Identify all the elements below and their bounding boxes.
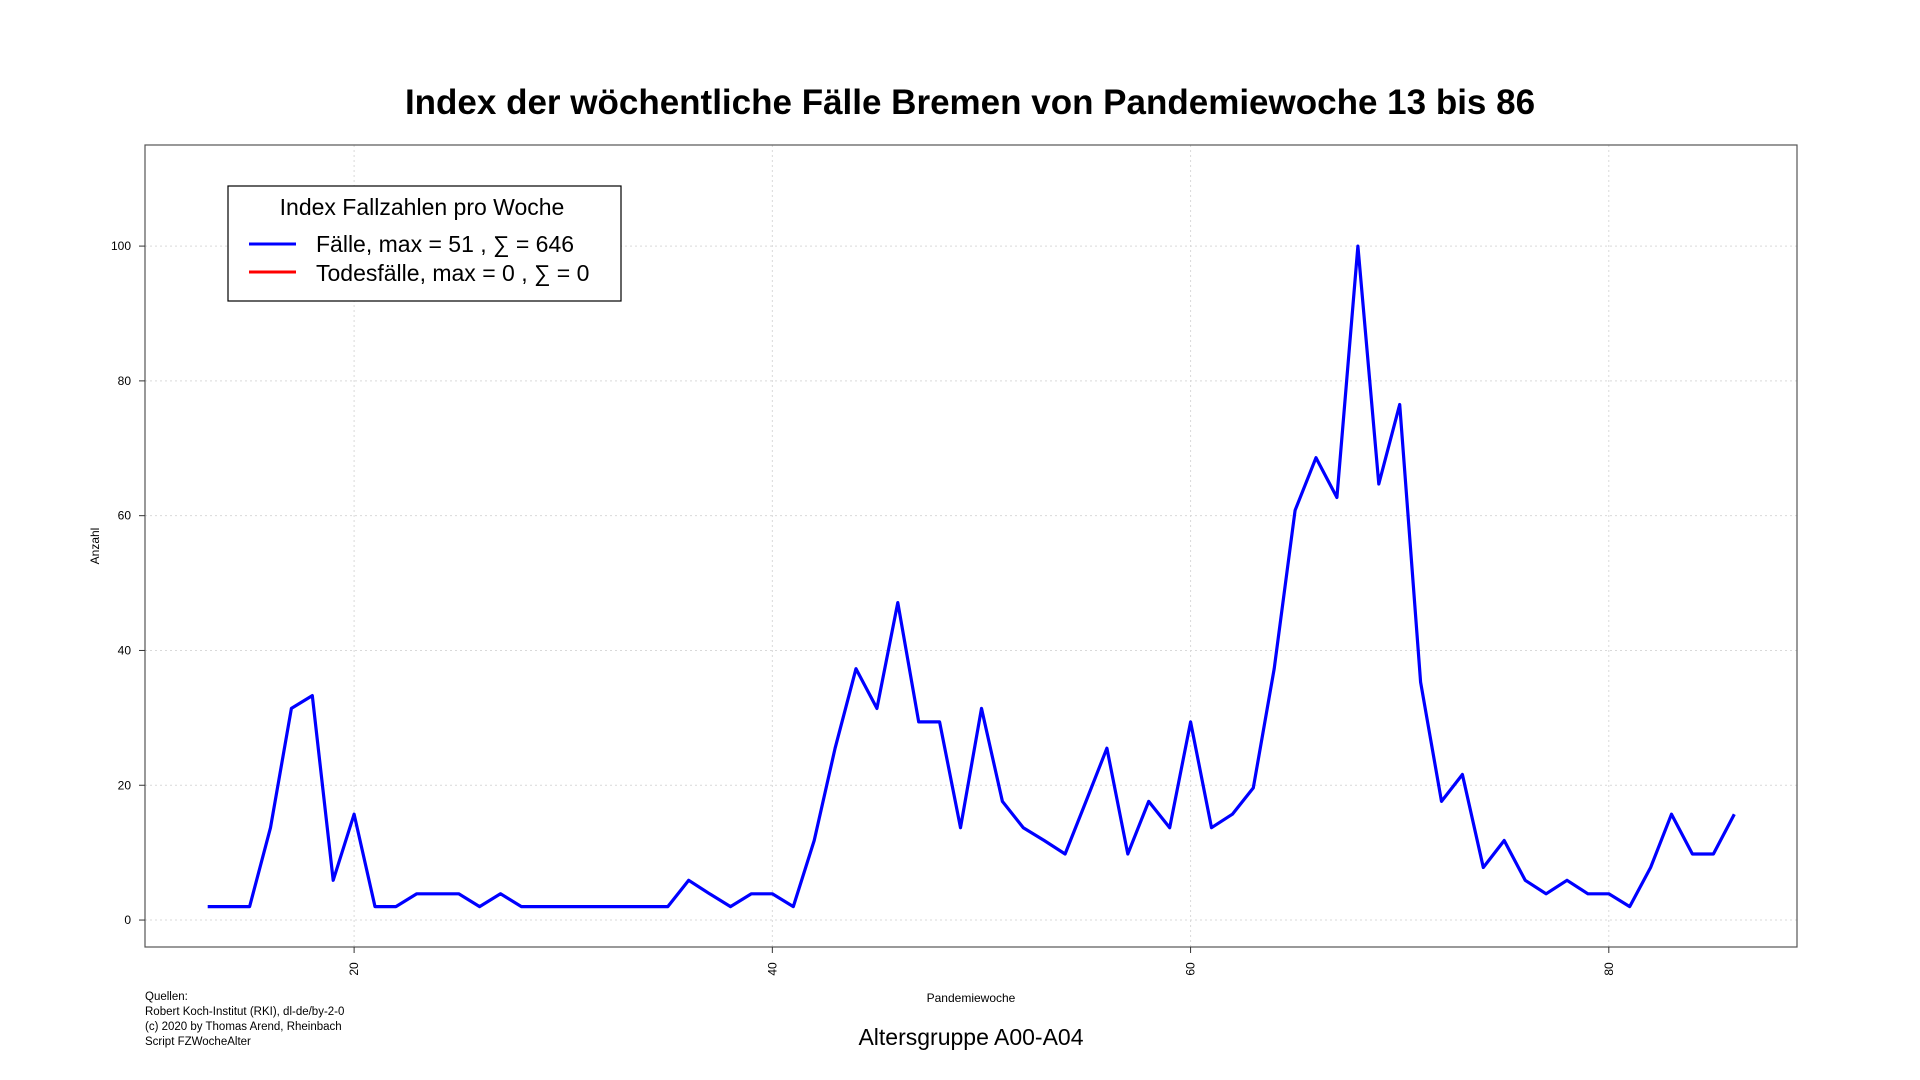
gridlines (145, 145, 1797, 947)
legend-box (227, 185, 622, 302)
y-tick-label: 60 (118, 509, 132, 523)
age-group-subtitle: Altersgruppe A00-A04 (858, 1024, 1083, 1050)
x-tick-label: 40 (765, 962, 779, 976)
x-axis: 20 40 60 80 (347, 947, 1616, 976)
y-tick-label: 20 (118, 778, 132, 792)
x-tick-label: 60 (1184, 962, 1198, 976)
source-line-copyright: (c) 2020 by Thomas Arend, Rheinbach (145, 1021, 342, 1033)
y-tick-label: 80 (118, 374, 132, 388)
source-line-rki: Robert Koch-Institut (RKI), dl-de/by-2-0 (145, 1006, 344, 1018)
x-tick-label: 20 (347, 962, 361, 976)
legend-label-faelle: Fälle, max = 51 , ∑ = 646 (316, 231, 574, 257)
y-tick-label: 0 (124, 913, 131, 927)
y-tick-label: 40 (118, 643, 132, 657)
series-line-faelle (207, 244, 1736, 909)
y-axis-label: Anzahl (88, 528, 102, 565)
series-layer (207, 244, 1736, 909)
y-axis: 0 20 40 60 80 100 (111, 239, 145, 927)
plot-frame (144, 144, 1798, 948)
legend-label-todesfaelle: Todesfälle, max = 0 , ∑ = 0 (316, 260, 589, 286)
legend-title: Index Fallzahlen pro Woche (280, 194, 565, 220)
sources-header: Quellen: (145, 991, 188, 1003)
source-line-script: Script FZWocheAlter (145, 1036, 251, 1048)
y-tick-label: 100 (111, 239, 131, 253)
chart-title: Index der wöchentliche Fälle Bremen von … (405, 83, 1535, 122)
legend: Index Fallzahlen pro Woche Fälle, max = … (227, 185, 622, 302)
x-axis-label: Pandemiewoche (927, 991, 1016, 1005)
x-tick-label: 80 (1602, 962, 1616, 976)
sources-note: Quellen: Robert Koch-Institut (RKI), dl-… (145, 991, 344, 1048)
